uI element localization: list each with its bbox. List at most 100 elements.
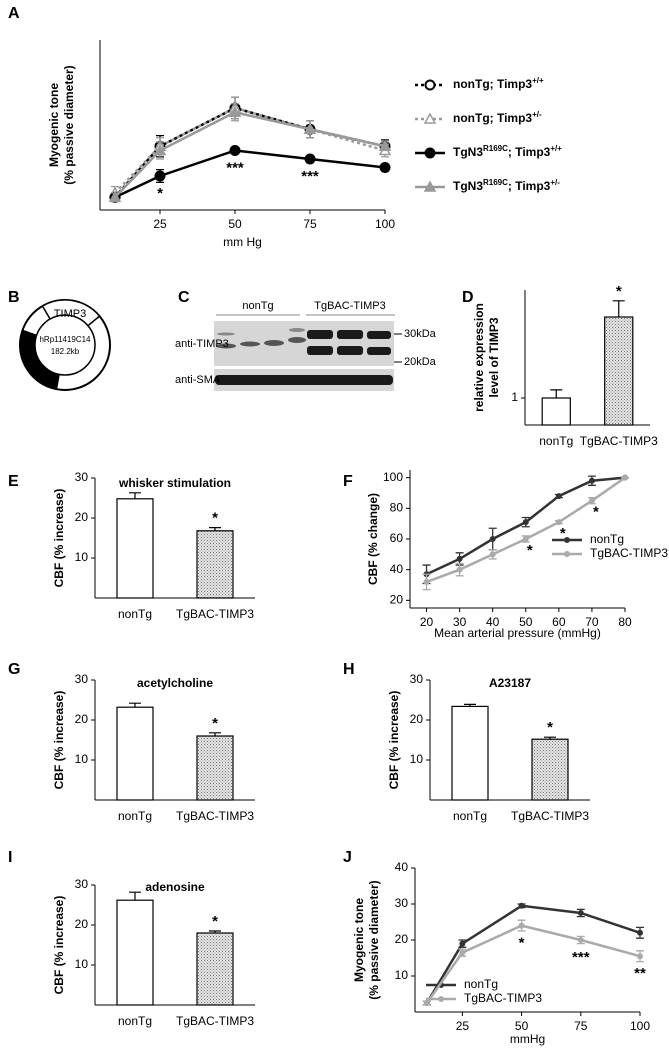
- x-tick-label: nonTg: [453, 809, 487, 823]
- error-bar: [464, 703, 476, 707]
- point: [459, 949, 466, 956]
- y-tick-label: 20: [395, 932, 409, 946]
- significance-marker: *: [212, 715, 218, 732]
- point: [423, 112, 437, 124]
- panel-label: D: [462, 289, 474, 306]
- marker-label: 20kDa: [404, 356, 437, 368]
- bar: [116, 899, 154, 1006]
- point: [588, 477, 595, 484]
- significance-marker: *: [519, 935, 525, 952]
- error-bar: [209, 527, 221, 531]
- y-tick-label: 20: [75, 917, 89, 931]
- bands: [215, 330, 393, 385]
- y-tick-label: 80: [390, 501, 404, 515]
- point: [489, 551, 496, 558]
- legend-label-part: nonTg; Timp3: [453, 77, 532, 91]
- point: [522, 536, 529, 542]
- legend-label: nonTg; Timp3+/+: [453, 76, 544, 92]
- x-tick-label: 80: [618, 615, 632, 629]
- point: [423, 1000, 430, 1006]
- error-bar: [550, 389, 563, 398]
- series-line: [426, 476, 626, 584]
- bar: [196, 530, 234, 599]
- point: [423, 180, 437, 192]
- x-tick-label: 70: [585, 615, 599, 629]
- point: [379, 162, 391, 173]
- chart-title: whisker stimulation: [118, 476, 231, 490]
- legend-label-part: TgN3: [453, 145, 483, 159]
- significance-marker: ***: [301, 168, 319, 185]
- x-axis-label: mm Hg: [223, 235, 262, 249]
- legend-label-part: +/+: [550, 144, 562, 153]
- point: [564, 537, 570, 543]
- significance-marker: *: [560, 525, 566, 542]
- point: [555, 493, 562, 500]
- point: [424, 79, 436, 91]
- y-tick-label: 20: [390, 593, 404, 607]
- bands: [216, 328, 306, 349]
- error-bar: [544, 736, 556, 740]
- point: [303, 122, 317, 134]
- point: [459, 940, 466, 947]
- point: [588, 497, 595, 504]
- point: [577, 937, 584, 943]
- panel-label: F: [343, 473, 353, 490]
- series-line: [425, 904, 641, 1004]
- x-tick-label: 50: [228, 217, 242, 231]
- y-tick-label: 30: [410, 672, 424, 686]
- x-tick-label: nonTg: [539, 434, 573, 448]
- x-tick-label: TgBAC-TIMP3: [176, 1014, 254, 1028]
- bar: [196, 932, 234, 1006]
- panel-label: J: [343, 849, 352, 866]
- legend-label: nonTg: [464, 977, 498, 991]
- y-axis-label: CBF (% change): [366, 493, 380, 585]
- error-bar: [209, 930, 221, 933]
- legend-label: TgBAC-TIMP3: [590, 546, 668, 560]
- panel-label: B: [8, 289, 20, 306]
- y-axis-label: CBF (% increase): [387, 691, 401, 790]
- bar: [196, 735, 234, 801]
- x-tick-label: TgBAC-TIMP3: [176, 809, 254, 823]
- y-tick-label: 1: [511, 390, 518, 404]
- x-tick-label: 100: [630, 1019, 650, 1033]
- panel-label: H: [343, 661, 355, 678]
- bac-segment: [19, 329, 60, 390]
- bar: [451, 705, 489, 801]
- error-bar: [612, 300, 625, 317]
- y-tick-label: 20: [75, 712, 89, 726]
- error-bar: [129, 492, 141, 499]
- clone-label: hRp11419C14: [39, 335, 91, 344]
- point: [228, 105, 242, 117]
- significance-marker: ***: [226, 159, 244, 176]
- row-label: anti-TIMP3: [175, 338, 229, 350]
- legend-label-part: +/-: [532, 110, 542, 119]
- y-tick-label: 30: [75, 672, 89, 686]
- x-tick-label: TgBAC-TIMP3: [511, 809, 589, 823]
- significance-marker: *: [616, 283, 622, 300]
- error-bar: [129, 702, 141, 708]
- bar: [116, 706, 154, 801]
- x-tick-label: 60: [552, 615, 566, 629]
- significance-marker: *: [547, 719, 553, 736]
- y-axis-label: CBF (% increase): [52, 691, 66, 790]
- bar: [604, 316, 634, 426]
- bar: [116, 498, 154, 599]
- x-tick-label: 50: [519, 615, 533, 629]
- y-tick-label: 10: [75, 752, 89, 766]
- point: [637, 953, 643, 960]
- point: [518, 902, 525, 909]
- x-tick-label: nonTg: [118, 1014, 152, 1028]
- significance-marker: ***: [572, 949, 590, 966]
- y-tick-label: 10: [75, 550, 89, 564]
- group-label: TgBAC-TIMP3: [314, 300, 386, 312]
- significance-marker: *: [212, 510, 218, 527]
- point: [304, 153, 316, 165]
- chart-panel: A Myogenic tone (% passive diameter) 25 50 75…: [8, 5, 562, 249]
- legend-label-part: +/+: [532, 76, 544, 85]
- legend-label-part: R169C: [483, 144, 508, 153]
